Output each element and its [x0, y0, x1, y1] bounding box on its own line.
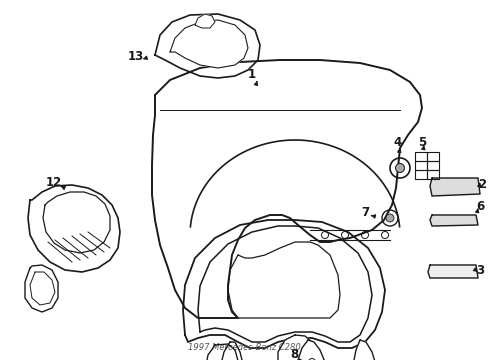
Bar [414, 170, 426, 179]
Circle shape [385, 214, 393, 222]
Polygon shape [297, 340, 325, 360]
Text: 12: 12 [46, 175, 62, 189]
Polygon shape [25, 265, 58, 312]
Polygon shape [352, 340, 376, 360]
Polygon shape [183, 220, 384, 348]
Polygon shape [43, 192, 110, 253]
Polygon shape [429, 215, 477, 226]
Text: 13: 13 [128, 50, 144, 63]
Bar [414, 161, 426, 170]
Text: 7: 7 [360, 206, 368, 219]
Text: 6: 6 [475, 199, 483, 212]
Bar [414, 152, 426, 161]
Polygon shape [152, 60, 421, 318]
Polygon shape [278, 335, 319, 360]
Polygon shape [198, 226, 371, 342]
Polygon shape [429, 178, 479, 196]
Text: 1997 Mercedes-Benz C280: 1997 Mercedes-Benz C280 [188, 343, 300, 352]
Polygon shape [195, 14, 215, 28]
Bar [426, 161, 438, 170]
Polygon shape [28, 185, 120, 272]
Text: 4: 4 [393, 135, 401, 148]
Polygon shape [204, 344, 240, 360]
Polygon shape [220, 342, 244, 360]
Bar [426, 152, 438, 161]
Polygon shape [227, 242, 339, 318]
Polygon shape [427, 265, 477, 278]
Polygon shape [170, 20, 247, 68]
Text: 5: 5 [417, 135, 425, 148]
Bar [426, 170, 438, 179]
Text: 3: 3 [475, 264, 483, 276]
Circle shape [395, 163, 404, 172]
Text: 1: 1 [247, 68, 256, 81]
Polygon shape [30, 272, 55, 305]
Polygon shape [155, 14, 260, 78]
Text: 2: 2 [477, 179, 485, 192]
Text: 8: 8 [289, 348, 298, 360]
